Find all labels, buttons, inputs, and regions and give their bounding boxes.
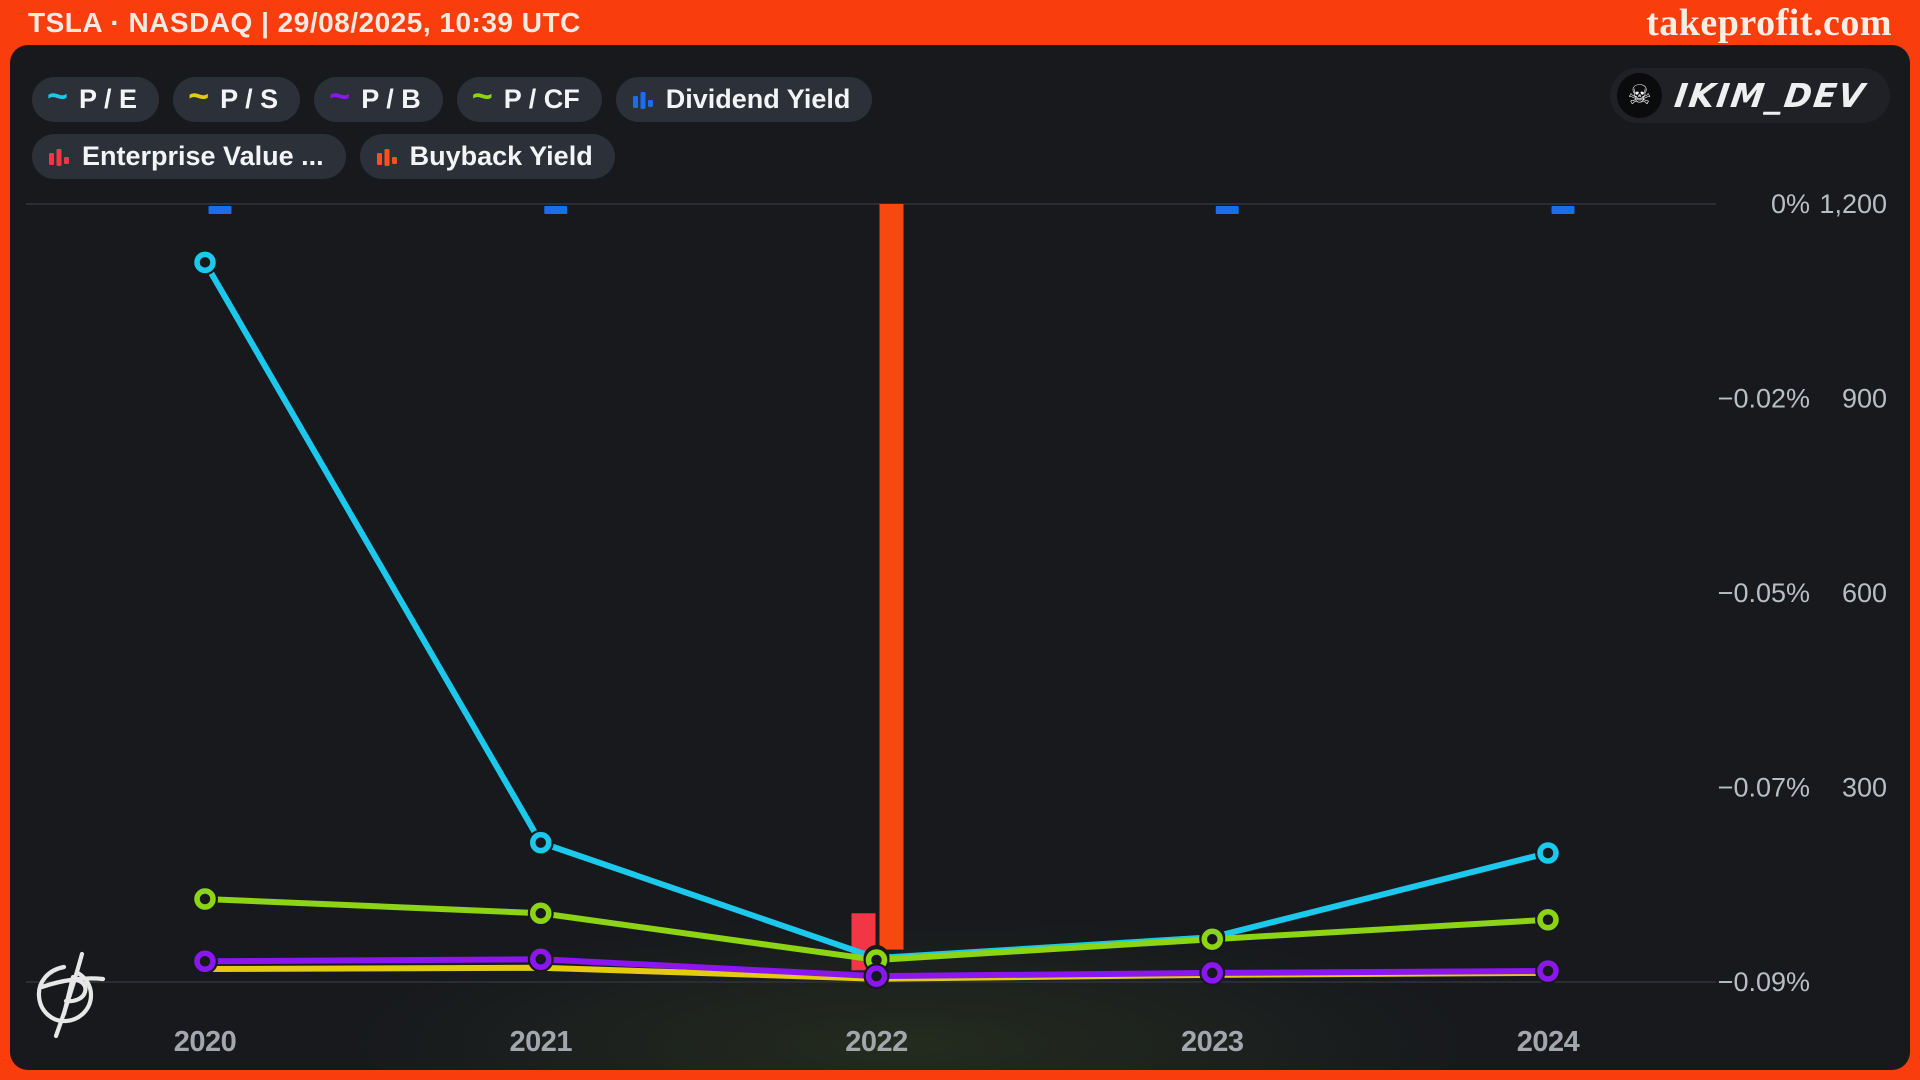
data-point [530,948,552,971]
user-name: IKIM_DEV [1672,76,1869,115]
user-badge: ☠ IKIM_DEV [1610,68,1890,123]
line-series-icon: ~ [471,74,493,116]
zero-dividend-dash [1215,206,1239,214]
x-axis-year-label: 2020 [174,1026,237,1058]
legend-chip-label: Enterprise Value ... [82,141,324,171]
x-axis-year-label: 2021 [509,1026,572,1058]
right-axis-percent-label: −0.07% [1718,773,1810,803]
legend-chip-label: Buyback Yield [409,141,593,171]
bar [879,204,904,950]
legend-chip-label: Dividend Yield [665,84,851,114]
right-axis-percent-label: −0.05% [1718,578,1810,608]
legend-chip-label: P / S [220,84,279,114]
data-point [865,965,888,987]
data-point [1537,909,1559,931]
series-enterprise-value [879,204,904,950]
data-point [194,950,216,973]
markers-p-e [192,249,1561,972]
legend-chip-label: P / B [361,84,421,114]
legend-chip-dividend-yield[interactable]: Dividend Yield [615,77,873,122]
background-glow [350,915,1470,1070]
series-line [202,259,1551,962]
series-dividend-yield [208,206,1575,214]
chart-canvas: 0% 1,200 −0.02% 900 −0.05% 600 −0.07% 300 −0.09%… [26,189,1887,1070]
legend-chip-p-cf[interactable]: ~ P / CF [456,74,602,122]
x-axis-year-label: 2024 [1517,1026,1580,1058]
zero-dividend-dash [544,206,568,214]
line-series-icon: ~ [188,74,210,116]
right-axis-value-label: 300 [1842,773,1887,803]
legend-chip-label: P / E [79,84,138,114]
legend-chip-p-b[interactable]: ~ P / B [314,77,443,122]
legend-chip-label: P / CF [503,84,580,114]
chart-panel: 0% 1,200 −0.02% 900 −0.05% 600 −0.07% 300 −0.09%… [10,45,1910,1070]
legend-chip-enterprise-value[interactable]: Enterprise Value ... [32,134,346,179]
line-series-icon: ~ [329,74,351,116]
data-point [530,831,552,854]
data-point [530,902,552,925]
x-axis-year-label: 2022 [845,1026,908,1058]
right-axis-value-label: 900 [1842,384,1887,414]
right-axis-value-label: 1,200 [1819,189,1887,219]
bar-series-icon [49,148,69,166]
symbol-timestamp: TSLA · NASDAQ | 29/08/2025, 10:39 UTC [28,6,581,38]
series-p-e [202,259,1551,962]
data-point [194,888,216,910]
markers-p-b [192,946,1561,990]
line-series-icon: ~ [47,74,69,116]
bar-series-icon [632,91,653,109]
zero-dividend-dash [1551,206,1575,214]
right-axis-percent-label: −0.02% [1718,384,1810,414]
legend-chip-p-s[interactable]: ~ P / S [173,74,301,122]
legend-chip-buyback-yield[interactable]: Buyback Yield [359,134,615,179]
data-point [1537,960,1559,982]
right-axis-value-label: 600 [1842,578,1887,608]
bar-series-icon [376,148,397,166]
takeprofit-logo-watermark [36,951,106,1039]
data-point [1201,928,1223,950]
legend: ~ P / E ~ P / S ~ P / B ~ P / CF Dividend Yield E… [32,77,1182,179]
zero-dividend-dash [208,206,232,214]
x-axis-year-label: 2023 [1181,1026,1244,1058]
bull-skull-icon: ☠ [1617,73,1663,118]
data-point [1537,842,1559,864]
legend-chip-p-e[interactable]: ~ P / E [32,74,160,122]
brand-logo-text: takeprofit.com [1646,1,1892,44]
data-point [1201,962,1223,984]
right-axis-percent-label: −0.09% [1718,967,1810,997]
right-axis-percent-label: 0% [1771,189,1810,219]
data-point [194,251,216,274]
top-bar: TSLA · NASDAQ | 29/08/2025, 10:39 UTC ta… [0,0,1920,45]
